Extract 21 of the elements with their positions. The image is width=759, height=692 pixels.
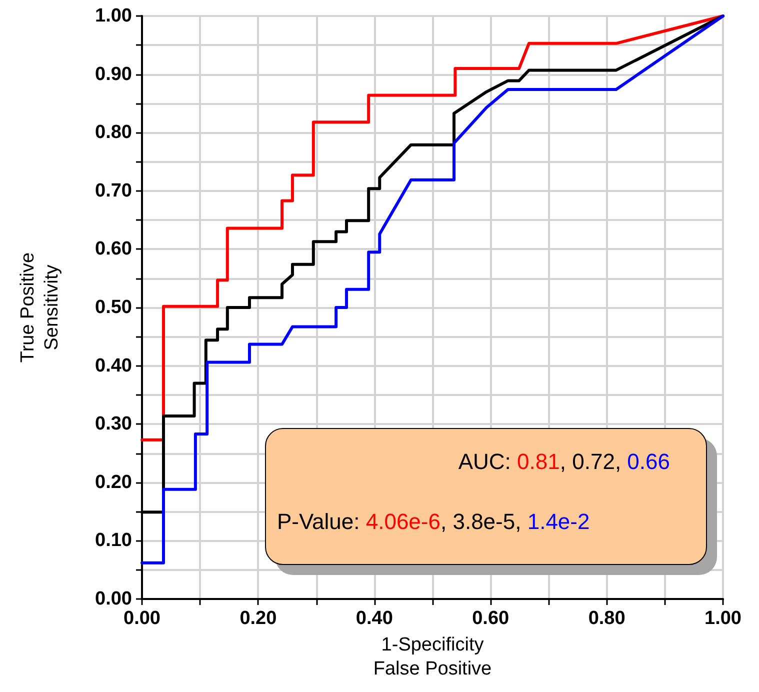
x-tick-label: 0.20 <box>240 608 277 629</box>
x-tick-label: 0.40 <box>356 608 393 629</box>
x-tick-label: 1.00 <box>704 608 742 629</box>
y-tick-label: 0.40 <box>95 355 132 376</box>
y-tick-label: 0.50 <box>95 297 132 318</box>
y-tick-label: 0.80 <box>95 122 132 144</box>
x-tick-label: 0.80 <box>588 608 626 629</box>
y-tick-label: 1.00 <box>95 6 132 26</box>
x-tick-label: 0.00 <box>124 608 160 629</box>
annotation: AUC: 0.81, 0.72, 0.66 <box>458 449 670 475</box>
y-tick-label: 0.20 <box>95 472 132 493</box>
y-tick-label: 0.60 <box>95 238 132 260</box>
x-axis-title: 1-Specificity False Positive <box>373 634 492 680</box>
y-tick-label: 0.70 <box>95 180 132 202</box>
annotation: P-Value: 4.06e-6, 3.8e-5, 1.4e-2 <box>277 509 590 535</box>
y-tick-label: 0.30 <box>95 414 132 435</box>
y-tick-label: 0.00 <box>95 588 132 610</box>
y-tick-label: 0.90 <box>95 64 132 85</box>
y-axis-title: True Positive Sensitivity <box>18 252 62 363</box>
x-tick-label: 0.60 <box>472 608 510 629</box>
y-tick-label: 0.10 <box>95 530 132 552</box>
